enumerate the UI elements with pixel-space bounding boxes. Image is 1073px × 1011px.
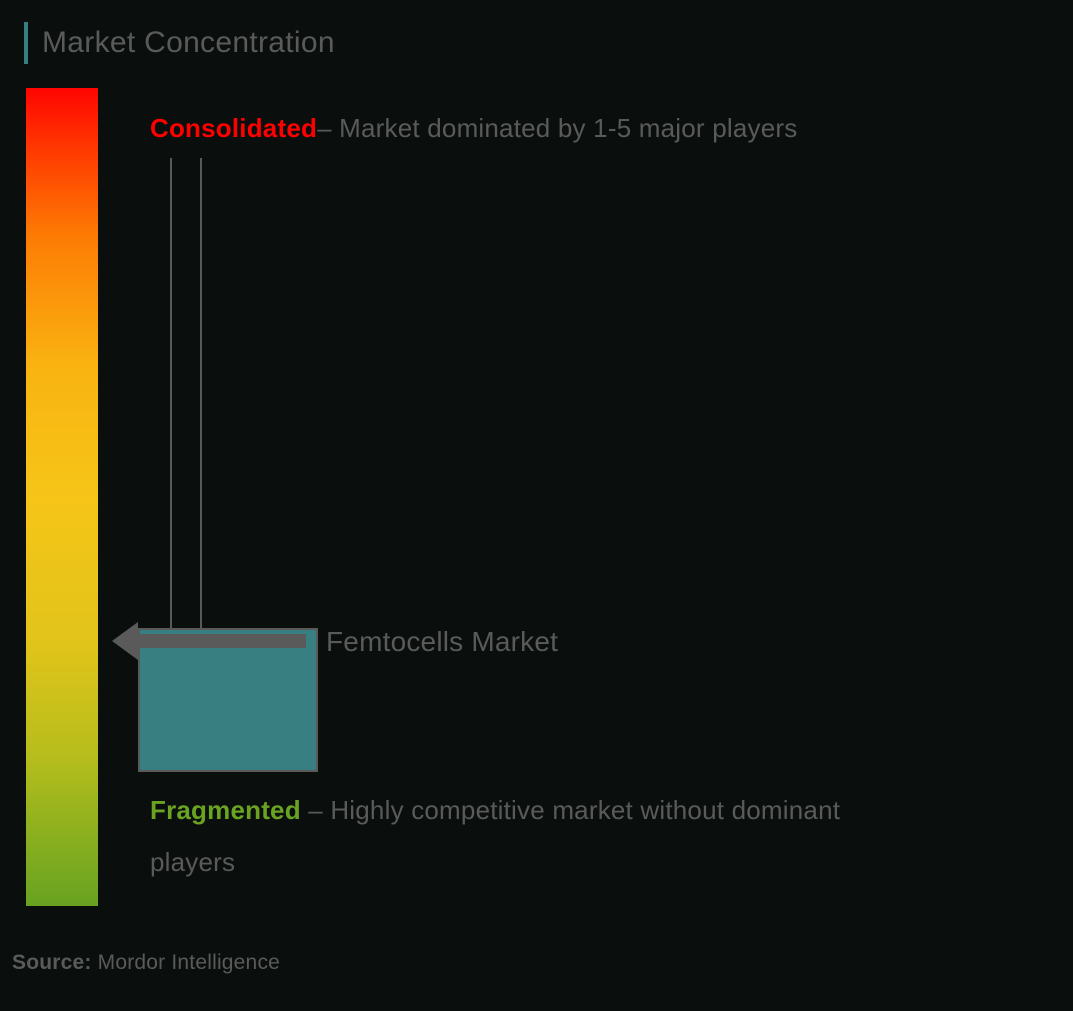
pointer-label: Femtocells Market [326,626,558,658]
source-value: Mordor Intelligence [92,951,280,974]
chart-title-row: Market Concentration [24,22,335,64]
fragmented-description: Fragmented – Highly competitive market w… [150,784,870,888]
consolidated-description: Consolidated– Market dominated by 1-5 ma… [150,102,870,154]
title-accent-bar [24,22,28,64]
source-label: Source: [12,951,92,974]
pointer-arrow-shaft [136,634,306,648]
consolidated-label: Consolidated [150,113,317,143]
pointer-stem-left [170,158,172,628]
concentration-gradient-bar [26,88,98,906]
pointer-arrow-head-icon [112,622,138,660]
source-attribution: Source: Mordor Intelligence [12,951,280,975]
fragmented-label: Fragmented [150,795,301,825]
consolidated-rest: – Market dominated by 1-5 major players [317,113,797,143]
pointer-stem-right [200,158,202,628]
chart-area: Consolidated– Market dominated by 1-5 ma… [26,88,1046,968]
pointer-box [138,628,318,772]
chart-title: Market Concentration [42,26,335,60]
